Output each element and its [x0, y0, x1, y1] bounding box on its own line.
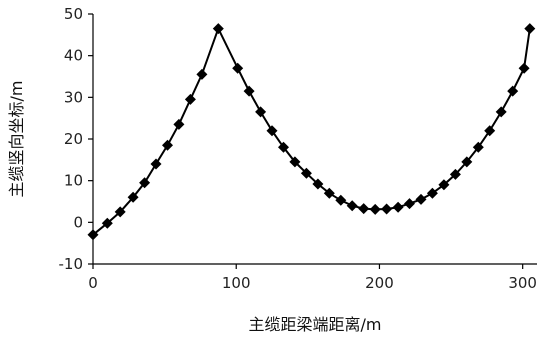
y-tick-label: 50 [64, 5, 83, 23]
x-tick-label: 300 [508, 274, 537, 292]
data-point-marker [449, 168, 461, 180]
data-point-marker [184, 93, 196, 105]
data-point-marker [312, 178, 324, 190]
data-point-marker [507, 85, 519, 97]
data-point-marker [127, 191, 139, 203]
data-point-marker [196, 68, 208, 80]
x-tick-label: 100 [222, 274, 251, 292]
data-point-marker [358, 203, 370, 215]
data-point-marker [381, 203, 393, 215]
data-point-marker [289, 156, 301, 168]
data-point-marker [150, 158, 162, 170]
y-tick-label: -10 [59, 255, 84, 273]
x-axis-title: 主缆距梁端距离/m [249, 315, 382, 334]
series-line [92, 26, 531, 236]
data-point-marker [300, 167, 312, 179]
data-point-marker [495, 106, 507, 118]
data-point-marker [335, 194, 347, 206]
data-point-marker [346, 200, 358, 212]
data-point-marker [266, 125, 278, 137]
y-tick-label: 10 [64, 172, 83, 190]
y-tick-label: 0 [73, 213, 83, 231]
x-tick-label: 200 [365, 274, 394, 292]
data-point-marker [162, 139, 173, 151]
axes [92, 14, 537, 265]
y-axis-title: 主缆竖向坐标/m [7, 81, 26, 198]
data-point-marker [173, 118, 185, 130]
x-tick-label: 0 [88, 274, 98, 292]
data-point-marker [323, 187, 335, 199]
data-point-marker [461, 156, 473, 168]
data-point-marker [518, 62, 530, 74]
data-point-marker [426, 187, 438, 199]
data-point-marker [212, 23, 224, 35]
data-point-marker [278, 141, 289, 153]
data-point-marker [232, 62, 244, 74]
data-point-marker [484, 125, 496, 137]
data-point-marker [87, 229, 99, 241]
data-point-marker [404, 198, 415, 210]
data-point-marker [243, 85, 255, 97]
data-point-marker [101, 217, 113, 229]
data-point-marker [415, 193, 427, 205]
data-point-marker [369, 203, 381, 215]
y-tick-label: 40 [64, 47, 83, 65]
data-point-marker [255, 106, 267, 118]
data-point-marker [472, 141, 484, 153]
series [87, 23, 536, 241]
data-point-marker [114, 206, 126, 218]
data-point-marker [392, 201, 404, 213]
data-point-marker [139, 177, 151, 189]
data-point-marker [524, 23, 536, 35]
y-tick-label: 30 [64, 88, 83, 106]
y-tick-label: 20 [64, 130, 83, 148]
data-point-marker [438, 179, 450, 191]
